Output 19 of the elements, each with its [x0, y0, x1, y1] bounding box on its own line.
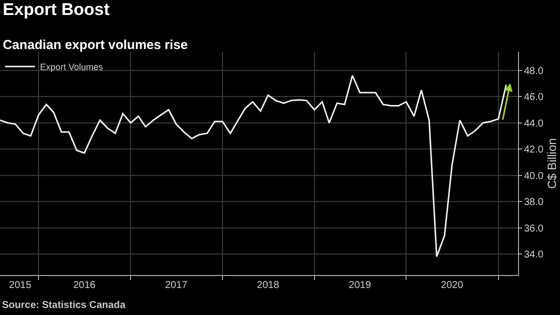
- chart-title: Export Boost: [2, 0, 110, 20]
- x-tick-label: 2017: [165, 280, 188, 291]
- y-tick-label: 38.0: [524, 197, 544, 208]
- y-tick-label: 40.0: [524, 170, 544, 182]
- y-tick-label: 46.0: [524, 92, 544, 104]
- x-tick-label: 2020: [440, 280, 464, 291]
- source-note: Source: Statistics Canada: [2, 300, 126, 311]
- chart-subtitle: Canadian export volumes rise: [2, 36, 188, 52]
- y-axis-title: C$ Billion: [544, 138, 559, 189]
- y-tick-label: 44.0: [524, 118, 544, 130]
- y-tick-label: 36.0: [524, 223, 544, 234]
- x-tick-label: 2015: [9, 280, 32, 291]
- x-tick-label: 2016: [73, 280, 96, 291]
- legend-label: Export Volumes: [40, 62, 104, 72]
- y-tick-label: 48.0: [524, 66, 544, 77]
- x-tick-label: 2018: [256, 280, 280, 291]
- y-tick-label: 42.0: [524, 144, 544, 156]
- x-tick-label: 2019: [348, 280, 372, 291]
- y-tick-label: 34.0: [524, 250, 544, 261]
